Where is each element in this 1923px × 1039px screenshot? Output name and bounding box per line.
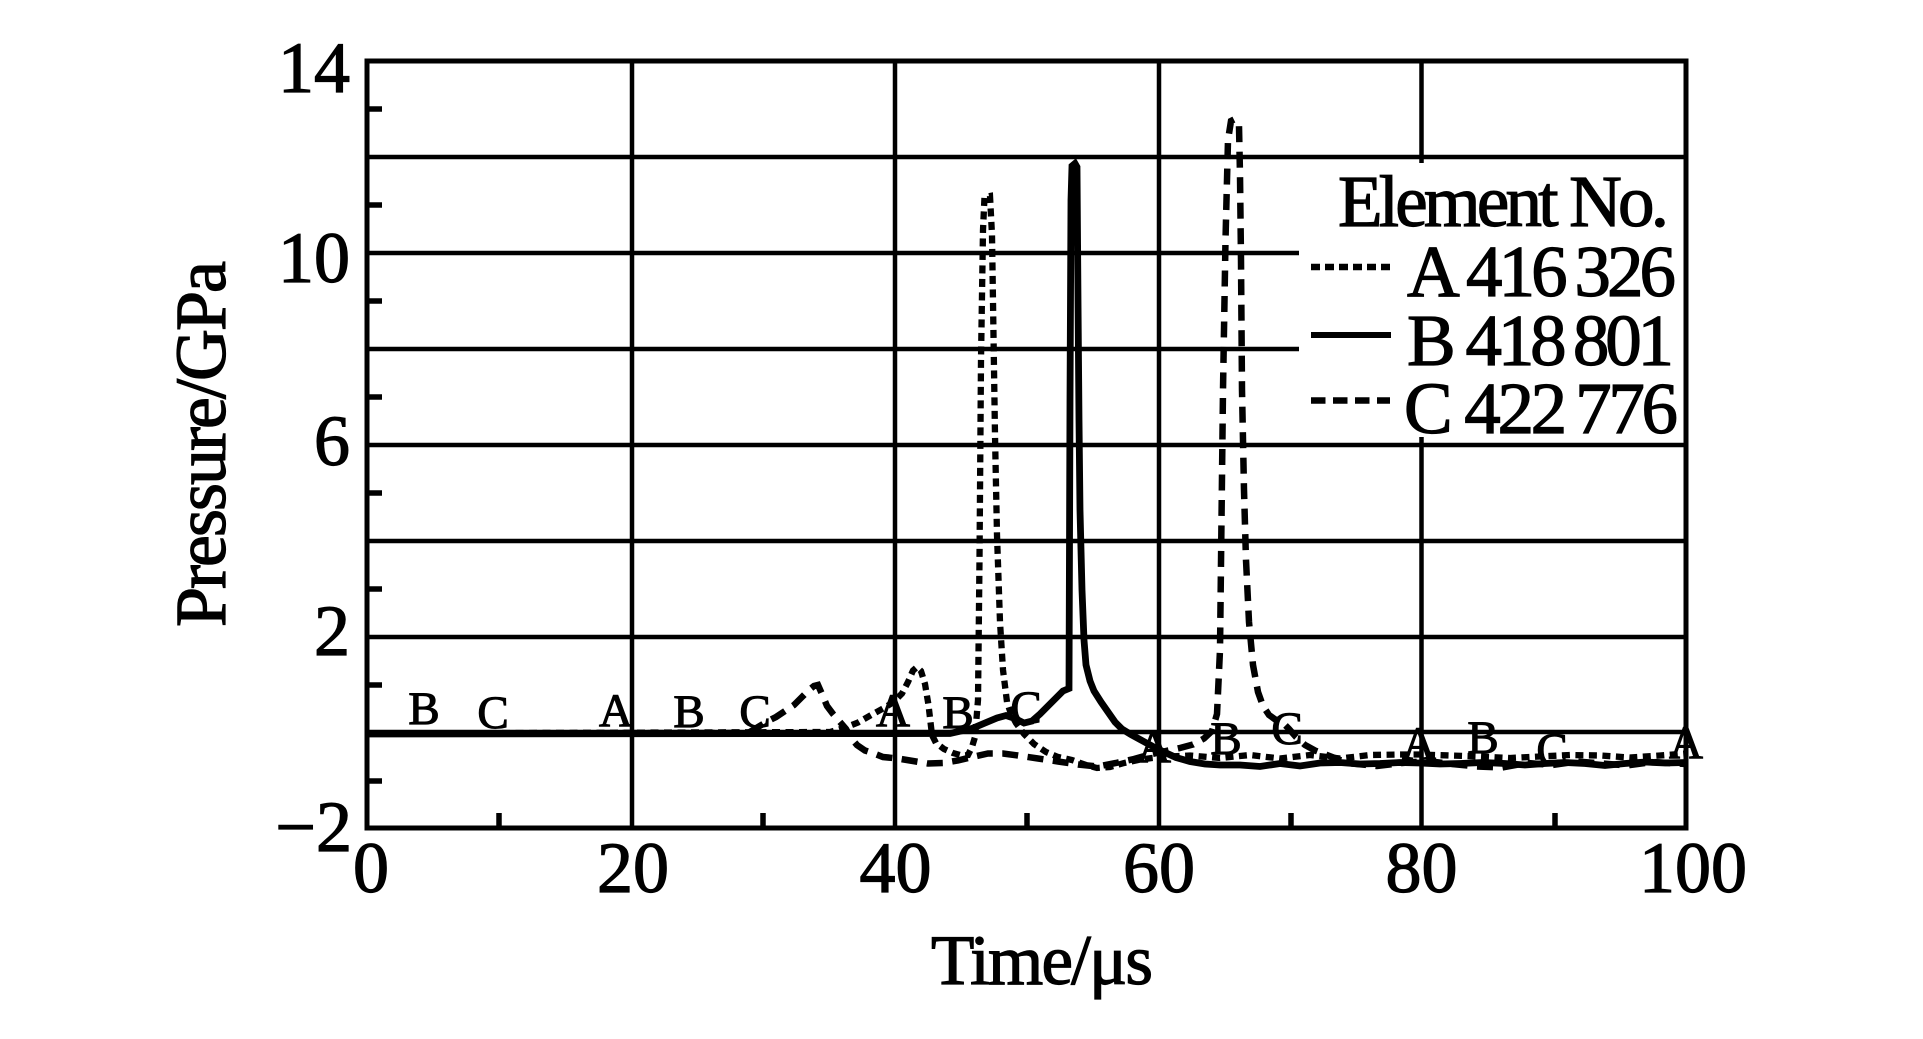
svg-text:C: C: [1010, 682, 1041, 734]
svg-text:B: B: [408, 683, 439, 735]
svg-text:C: C: [477, 687, 508, 739]
svg-text:C: C: [1536, 724, 1567, 776]
svg-text:C 422 776: C 422 776: [1404, 368, 1678, 449]
svg-text:C: C: [1271, 703, 1302, 755]
svg-text:10: 10: [278, 218, 350, 298]
svg-text:A: A: [1137, 721, 1171, 773]
svg-text:C: C: [739, 686, 770, 738]
svg-text:100: 100: [1639, 828, 1747, 908]
svg-text:Pressure/GPa: Pressure/GPa: [161, 261, 241, 627]
svg-text:14: 14: [278, 28, 350, 108]
svg-text:B: B: [673, 686, 704, 738]
svg-text:A: A: [599, 685, 633, 737]
svg-text:Time/μs: Time/μs: [931, 922, 1153, 1000]
svg-text:40: 40: [860, 828, 932, 908]
svg-text:6: 6: [314, 401, 350, 481]
svg-text:A 416 326: A 416 326: [1407, 231, 1676, 312]
svg-text:B 418 801: B 418 801: [1407, 300, 1674, 381]
svg-text:B: B: [942, 687, 973, 739]
svg-text:Element No.: Element No.: [1338, 161, 1669, 242]
svg-text:60: 60: [1123, 828, 1195, 908]
svg-text:20: 20: [597, 828, 669, 908]
svg-text:80: 80: [1386, 828, 1458, 908]
svg-text:B: B: [1210, 713, 1241, 765]
svg-text:−2: −2: [275, 787, 352, 867]
svg-text:2: 2: [314, 591, 350, 671]
svg-text:B: B: [1467, 712, 1498, 764]
svg-text:A: A: [1402, 718, 1436, 770]
svg-text:A: A: [876, 685, 910, 737]
svg-text:0: 0: [353, 828, 389, 908]
